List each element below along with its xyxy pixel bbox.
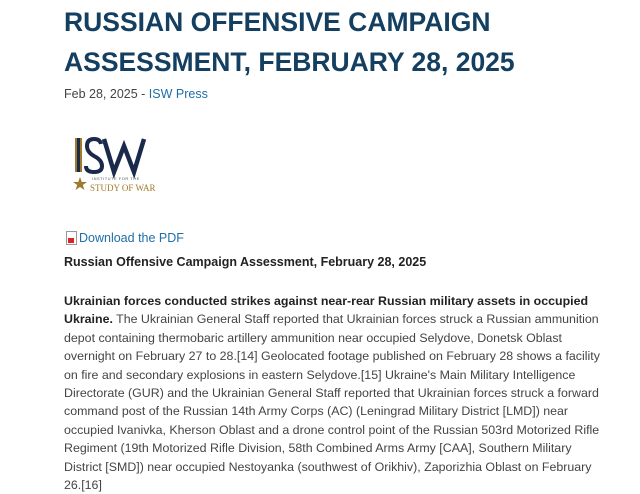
meta-separator: -	[137, 87, 149, 101]
article-meta: Feb 28, 2025 - ISW Press	[64, 86, 604, 102]
paragraph-lead: Ukrainian forces conducted strikes again…	[64, 294, 589, 327]
pdf-icon	[66, 231, 77, 245]
paragraph-text: The Ukrainian General Staff reported tha…	[64, 312, 600, 493]
isw-logo: INSTITUTE FOR THE STUDY OF WAR	[73, 136, 156, 193]
publish-date: Feb 28, 2025	[64, 87, 138, 101]
page-title: RUSSIAN OFFENSIVE CAMPAIGN ASSESSMENT, F…	[64, 7, 515, 77]
article-subtitle: Russian Offensive Campaign Assessment, F…	[64, 255, 427, 269]
download-pdf-label: Download the PDF	[79, 231, 184, 245]
svg-text:INSTITUTE FOR THE: INSTITUTE FOR THE	[92, 176, 140, 181]
svg-text:STUDY OF WAR: STUDY OF WAR	[90, 183, 156, 193]
article-paragraph: Ukrainian forces conducted strikes again…	[64, 292, 604, 494]
download-pdf-link[interactable]: Download the PDF	[66, 230, 604, 246]
author-link[interactable]: ISW Press	[148, 87, 208, 101]
